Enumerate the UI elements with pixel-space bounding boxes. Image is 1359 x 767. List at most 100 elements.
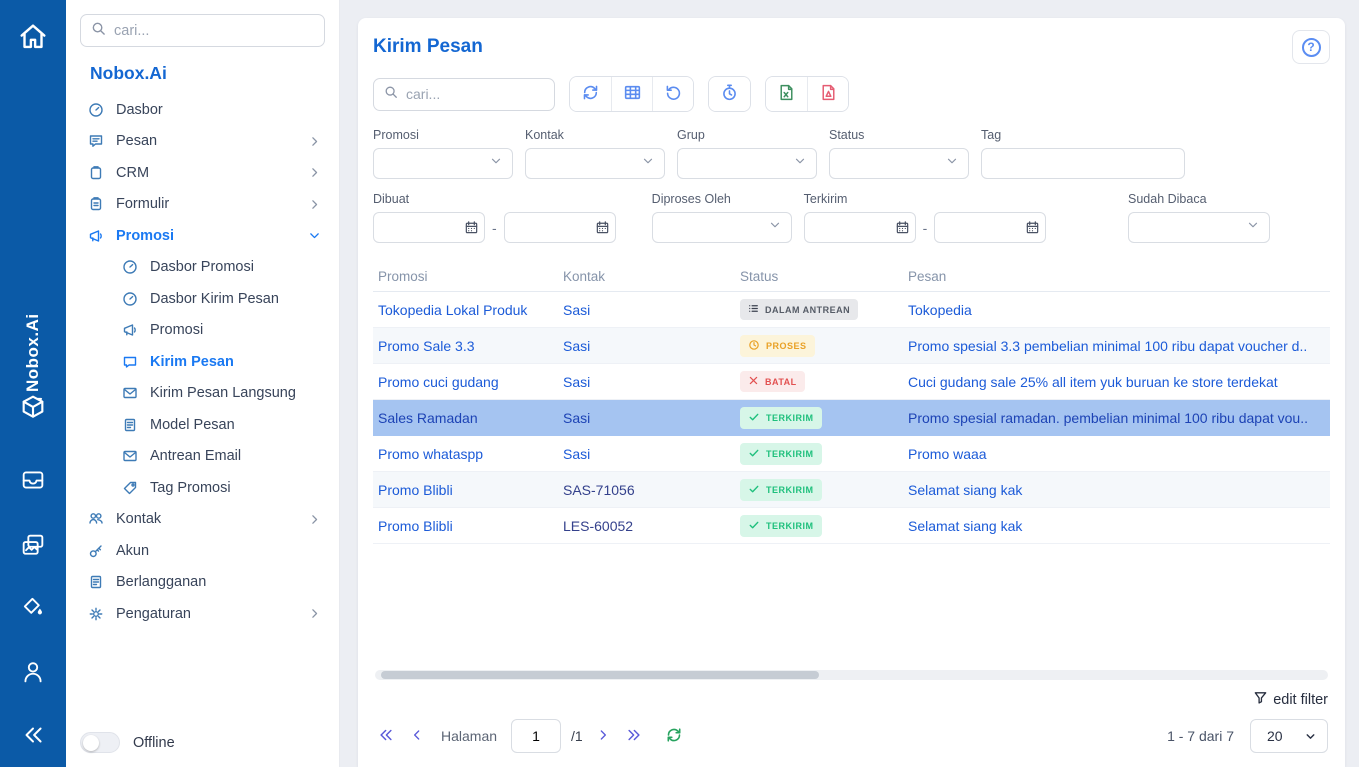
- table-row-selected[interactable]: Sales Ramadan Sasi TERKIRIM Promo spesia…: [373, 400, 1330, 436]
- sidebar-item-promosi-sub[interactable]: Promosi: [66, 315, 339, 347]
- inbox-tray-icon[interactable]: [19, 466, 47, 494]
- promosi-cell[interactable]: Promo Blibli: [378, 481, 453, 498]
- filter-label: Dibuat: [373, 192, 410, 206]
- collapse-double-chevron-icon[interactable]: [20, 722, 46, 748]
- sidebar-item-antrean-email[interactable]: Antrean Email: [66, 441, 339, 473]
- kontak-cell[interactable]: LES-60052: [563, 517, 634, 534]
- help-button[interactable]: ?: [1292, 30, 1330, 64]
- chat-lines-icon: [88, 133, 104, 149]
- table-row[interactable]: Promo Sale 3.3 Sasi PROSES Promo spesial…: [373, 328, 1330, 364]
- scrollbar-thumb[interactable]: [381, 671, 820, 679]
- sidebar-item-pesan[interactable]: Pesan: [66, 126, 339, 158]
- sidebar-item-akun[interactable]: Akun: [66, 535, 339, 567]
- sidebar-item-dasbor[interactable]: Dasbor: [66, 94, 339, 126]
- sidebar-item-promosi[interactable]: Promosi: [66, 220, 339, 252]
- sidebar-item-model-pesan[interactable]: Model Pesan: [66, 409, 339, 441]
- chevron-down-icon: [1304, 730, 1317, 743]
- dibuat-to-input[interactable]: [503, 212, 616, 243]
- ink-drop-icon[interactable]: [19, 593, 47, 621]
- kontak-cell[interactable]: SAS-71056: [563, 481, 635, 498]
- calendar-icon[interactable]: [595, 220, 610, 235]
- messages-table: Promosi Kontak Status Pesan Tokopedia Lo…: [373, 262, 1330, 544]
- kirim-pesan-card: Kirim Pesan ?: [358, 18, 1345, 767]
- promosi-cell[interactable]: Tokopedia Lokal Produk: [378, 301, 528, 318]
- sidebar-search[interactable]: [80, 14, 325, 47]
- kontak-cell[interactable]: Sasi: [563, 409, 591, 426]
- undo-button[interactable]: [652, 77, 693, 111]
- reload-list-button[interactable]: [663, 724, 685, 749]
- sidebar-item-crm[interactable]: CRM: [66, 157, 339, 189]
- undo-icon: [664, 83, 683, 105]
- last-page-button[interactable]: [623, 724, 645, 749]
- promosi-cell[interactable]: Promo cuci gudang: [378, 373, 499, 390]
- promosi-cell[interactable]: Promo Sale 3.3: [378, 337, 475, 354]
- calendar-icon[interactable]: [1025, 220, 1040, 235]
- grup-filter-select[interactable]: [677, 148, 817, 179]
- timer-button[interactable]: [709, 77, 750, 111]
- gauge-icon: [122, 291, 138, 307]
- table-row[interactable]: Tokopedia Lokal Produk Sasi DALAM ANTREA…: [373, 292, 1330, 328]
- table-row[interactable]: Promo cuci gudang Sasi BATAL Cuci gudang…: [373, 364, 1330, 400]
- pesan-cell[interactable]: Cuci gudang sale 25% all item yuk buruan…: [908, 373, 1278, 390]
- sidebar-item-kirim-pesan[interactable]: Kirim Pesan: [66, 346, 339, 378]
- images-icon[interactable]: [19, 531, 47, 559]
- page-title: Kirim Pesan: [373, 36, 483, 57]
- table-row[interactable]: Promo Blibli SAS-71056 TERKIRIM Selamat …: [373, 472, 1330, 508]
- kontak-cell[interactable]: Sasi: [563, 445, 591, 462]
- sidebar-item-formulir[interactable]: Formulir: [66, 189, 339, 221]
- edit-filter-button[interactable]: edit filter: [1253, 690, 1328, 709]
- chevron-left-icon: [409, 727, 425, 746]
- terkirim-to-input[interactable]: [934, 212, 1047, 243]
- tag-filter-input[interactable]: [981, 148, 1185, 179]
- sidebar-item-dasbor-promosi[interactable]: Dasbor Promosi: [66, 252, 339, 284]
- table-row[interactable]: Promo Blibli LES-60052 TERKIRIM Selamat …: [373, 508, 1330, 544]
- refresh-button[interactable]: [570, 77, 611, 111]
- kontak-cell[interactable]: Sasi: [563, 373, 591, 390]
- funnel-icon: [1253, 690, 1268, 709]
- offline-toggle[interactable]: [80, 732, 120, 753]
- sidebar-search-input[interactable]: [114, 22, 314, 39]
- sidebar-item-tag-promosi[interactable]: Tag Promosi: [66, 472, 339, 504]
- promosi-cell[interactable]: Sales Ramadan: [378, 409, 478, 426]
- sidebar-item-berlangganan[interactable]: Berlangganan: [66, 567, 339, 599]
- status-filter-select[interactable]: [829, 148, 969, 179]
- nobox-logo-cube-icon[interactable]: [17, 392, 49, 424]
- kontak-cell[interactable]: Sasi: [563, 301, 591, 318]
- kontak-filter-select[interactable]: [525, 148, 665, 179]
- pesan-cell[interactable]: Selamat siang kak: [908, 481, 1023, 498]
- person-icon[interactable]: [19, 658, 47, 686]
- prev-page-button[interactable]: [407, 725, 427, 748]
- pesan-cell[interactable]: Selamat siang kak: [908, 517, 1023, 534]
- promosi-cell[interactable]: Promo Blibli: [378, 517, 453, 534]
- export-excel-button[interactable]: [766, 77, 807, 111]
- export-pdf-button[interactable]: [807, 77, 848, 111]
- pesan-cell[interactable]: Promo spesial 3.3 pembelian minimal 100 …: [908, 337, 1308, 354]
- sidebar-item-kirim-pesan-langsung[interactable]: Kirim Pesan Langsung: [66, 378, 339, 410]
- home-icon[interactable]: [16, 20, 50, 54]
- pesan-cell[interactable]: Promo waaa: [908, 445, 987, 462]
- first-page-button[interactable]: [375, 724, 397, 749]
- table-search[interactable]: [373, 77, 555, 111]
- calendar-icon[interactable]: [895, 220, 910, 235]
- promosi-cell[interactable]: Promo whataspp: [378, 445, 484, 462]
- filter-status: Status: [829, 128, 969, 179]
- promosi-filter-select[interactable]: [373, 148, 513, 179]
- pesan-cell[interactable]: Tokopedia: [908, 301, 972, 318]
- pesan-cell[interactable]: Promo spesial ramadan. pembelian minimal…: [908, 409, 1308, 426]
- table-row[interactable]: Promo whataspp Sasi TERKIRIM Promo waaa: [373, 436, 1330, 472]
- table-search-input[interactable]: [406, 86, 544, 102]
- table-view-button[interactable]: [611, 77, 652, 111]
- sidebar-item-kontak[interactable]: Kontak: [66, 504, 339, 536]
- kontak-cell[interactable]: Sasi: [563, 337, 591, 354]
- sudah-dibaca-filter-select[interactable]: [1128, 212, 1270, 243]
- sidebar-item-pengaturan[interactable]: Pengaturan: [66, 598, 339, 630]
- left-rail: Nobox.Ai: [0, 0, 66, 767]
- sidebar-item-dasbor-kirim-pesan[interactable]: Dasbor Kirim Pesan: [66, 283, 339, 315]
- terkirim-from-input[interactable]: [803, 212, 916, 243]
- diproses-oleh-filter-select[interactable]: [651, 212, 792, 243]
- page-number-input[interactable]: [511, 719, 562, 753]
- horizontal-scrollbar[interactable]: [375, 670, 1328, 680]
- page-size-select[interactable]: 20: [1250, 719, 1328, 753]
- next-page-button[interactable]: [593, 725, 613, 748]
- calendar-icon[interactable]: [464, 220, 479, 235]
